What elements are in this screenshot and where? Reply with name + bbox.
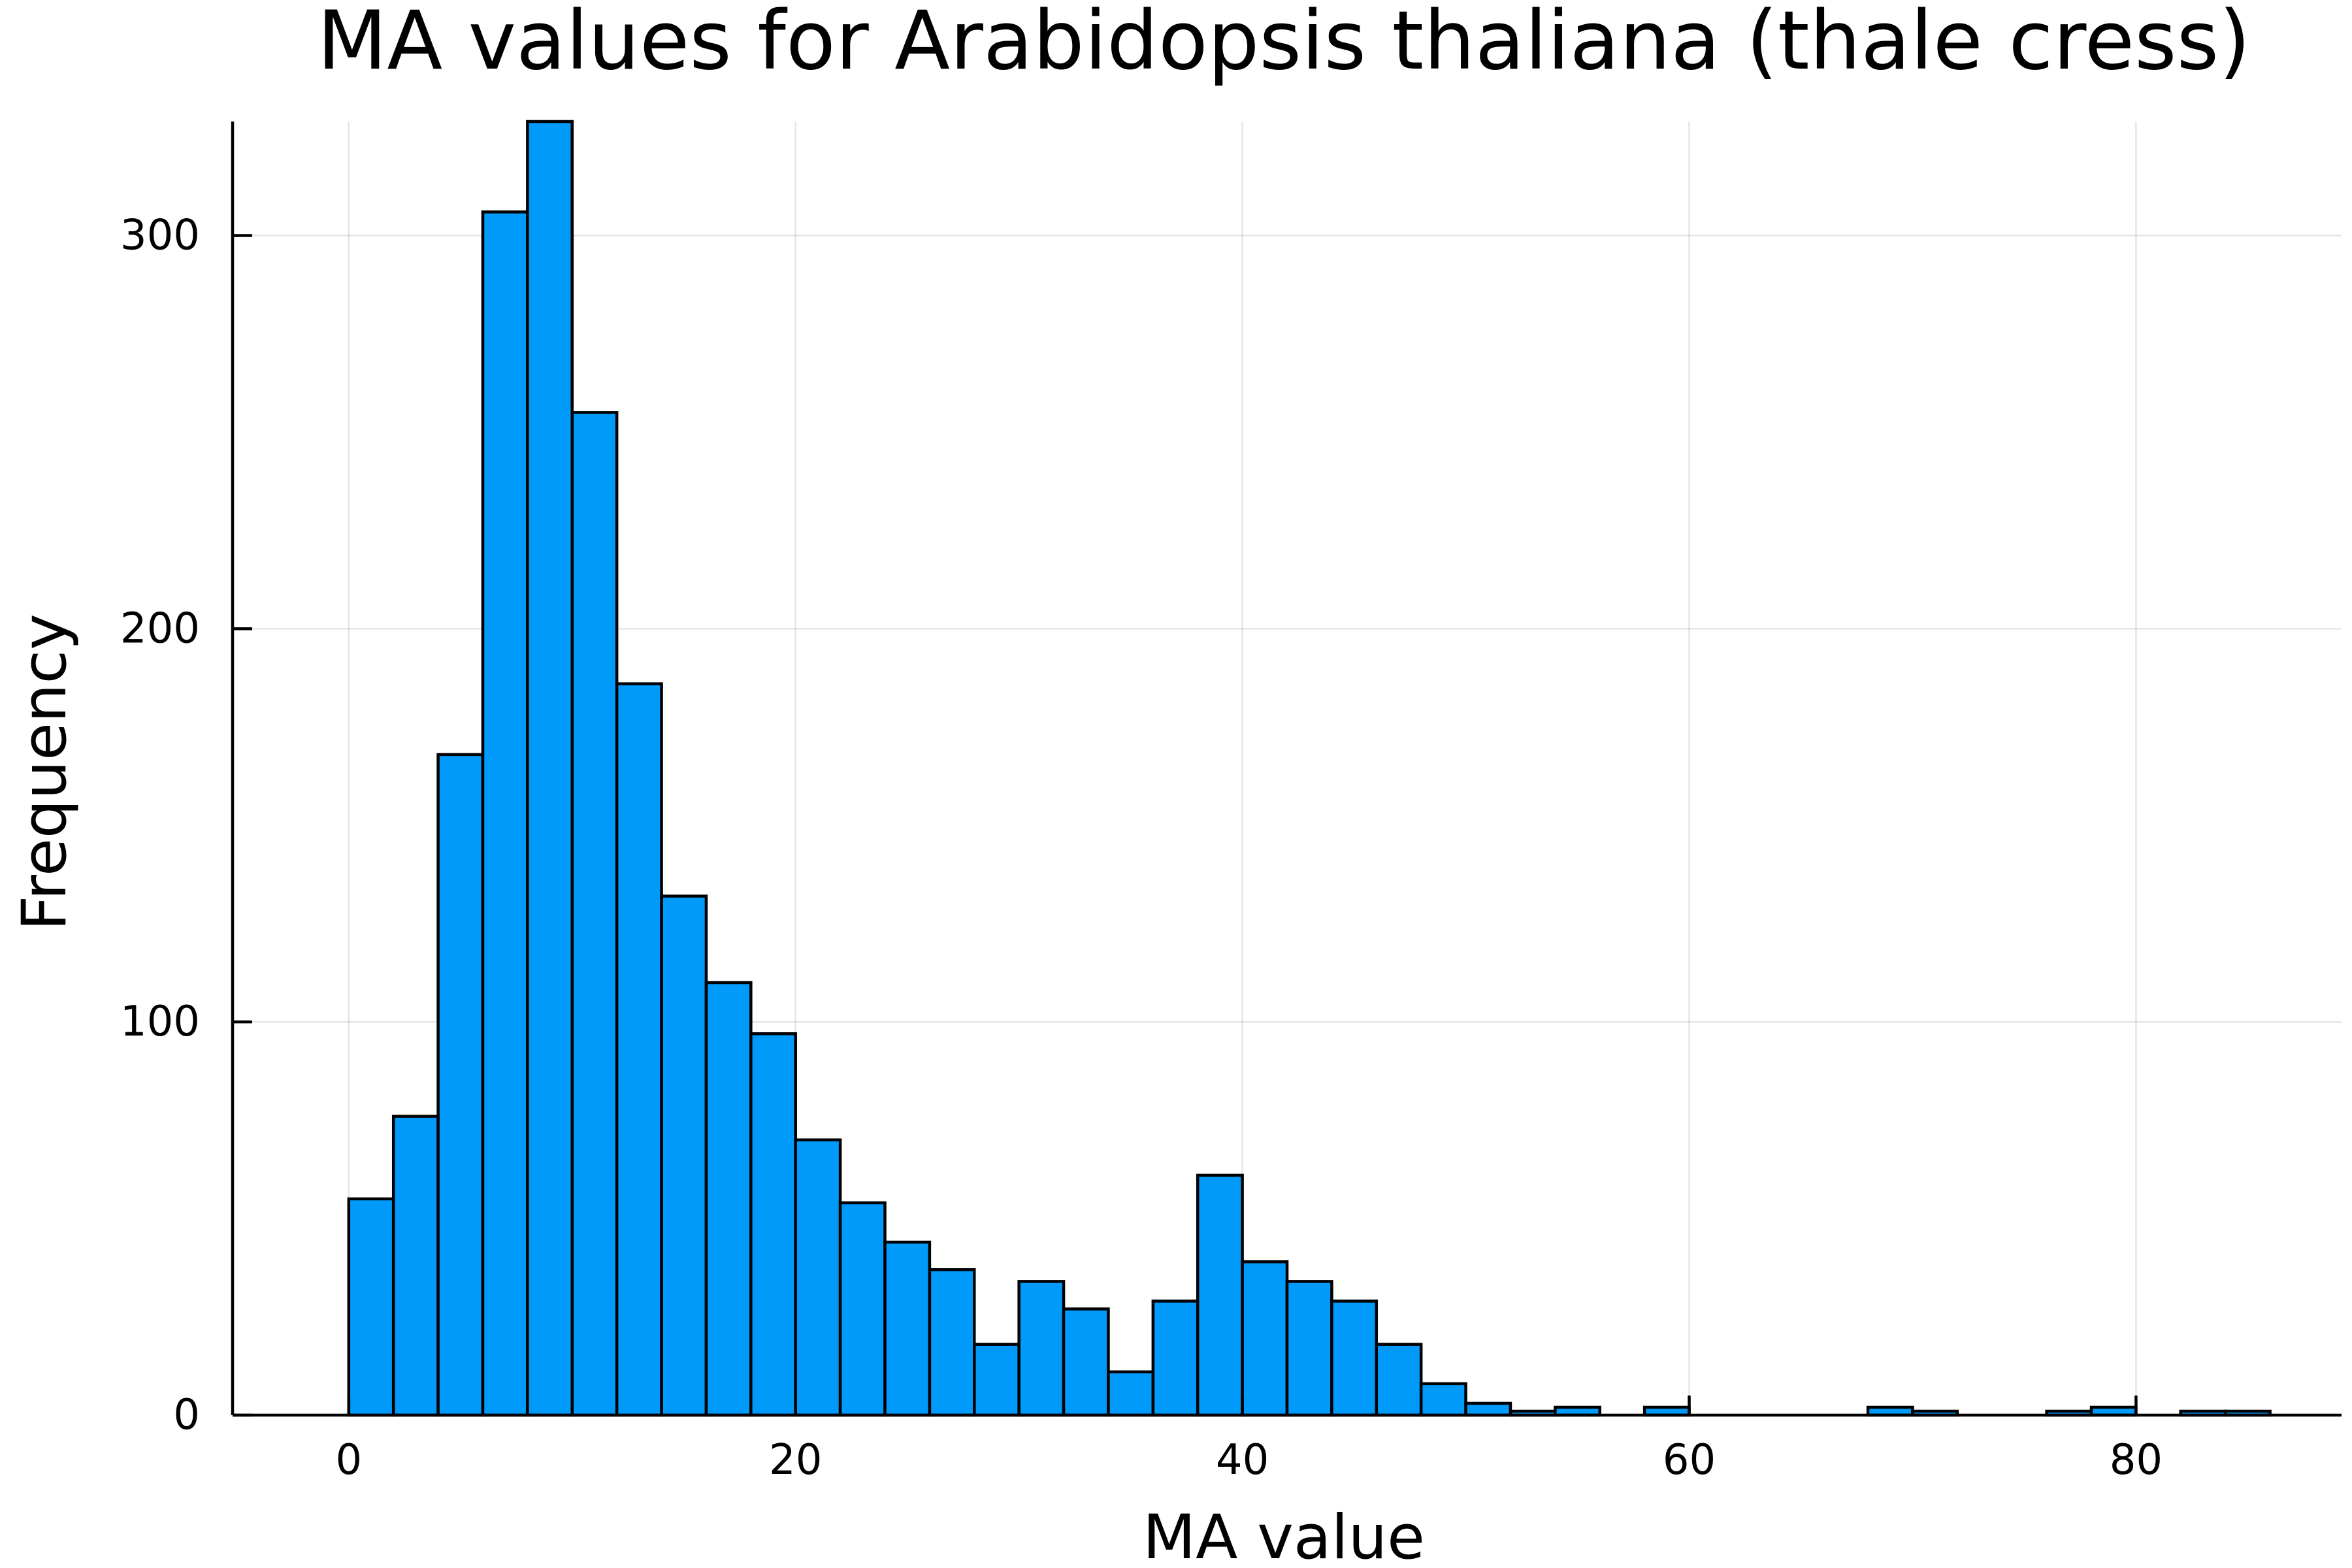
x-axis-label: MA value bbox=[1143, 1502, 1425, 1568]
histogram-bar bbox=[436, 753, 485, 1417]
histogram-bar bbox=[883, 1240, 932, 1417]
y-tick-label: 200 bbox=[120, 604, 200, 653]
histogram-bar bbox=[1017, 1280, 1066, 1417]
histogram-bar bbox=[1062, 1307, 1110, 1417]
ticks: 0 20 40 60 80 0 100 200 300 bbox=[120, 212, 2163, 1484]
axes bbox=[231, 122, 2342, 1417]
histogram-bar bbox=[526, 120, 574, 1417]
bars bbox=[347, 120, 2272, 1417]
histogram-bar bbox=[1151, 1299, 1200, 1417]
histogram-bar bbox=[481, 210, 529, 1417]
x-tick-label: 80 bbox=[2110, 1436, 2163, 1484]
x-tick-label: 40 bbox=[1216, 1436, 1269, 1484]
histogram-bar bbox=[749, 1032, 797, 1417]
x-tick-label: 20 bbox=[769, 1436, 822, 1484]
y-tick-label: 0 bbox=[173, 1391, 200, 1439]
histogram-bar bbox=[1196, 1173, 1244, 1417]
histogram-bar bbox=[1375, 1343, 1423, 1417]
histogram-bar bbox=[973, 1343, 1021, 1417]
histogram-bar bbox=[1285, 1280, 1333, 1417]
histogram-bar bbox=[1464, 1401, 1512, 1417]
histogram-bar bbox=[704, 981, 753, 1417]
histogram-bar bbox=[1241, 1260, 1289, 1417]
histogram-bar bbox=[615, 682, 663, 1417]
histogram-bar bbox=[1107, 1370, 1155, 1417]
histogram-bar bbox=[1419, 1382, 1467, 1417]
histogram-bar bbox=[838, 1201, 887, 1417]
chart-title: MA values for Arabidopsis thaliana (thal… bbox=[317, 0, 2250, 88]
histogram-bar bbox=[794, 1138, 842, 1417]
histogram-bar bbox=[660, 894, 708, 1417]
x-tick-label: 0 bbox=[335, 1436, 362, 1484]
histogram-bar bbox=[1330, 1299, 1379, 1417]
histogram-bar bbox=[570, 411, 619, 1417]
histogram-bar bbox=[347, 1197, 395, 1417]
histogram-bar bbox=[928, 1268, 976, 1417]
histogram-bar bbox=[391, 1115, 440, 1417]
y-tick-label: 300 bbox=[120, 212, 200, 260]
y-axis-label: Frequency bbox=[9, 613, 80, 931]
x-tick-label: 60 bbox=[1663, 1436, 1716, 1484]
y-tick-label: 100 bbox=[120, 998, 200, 1046]
